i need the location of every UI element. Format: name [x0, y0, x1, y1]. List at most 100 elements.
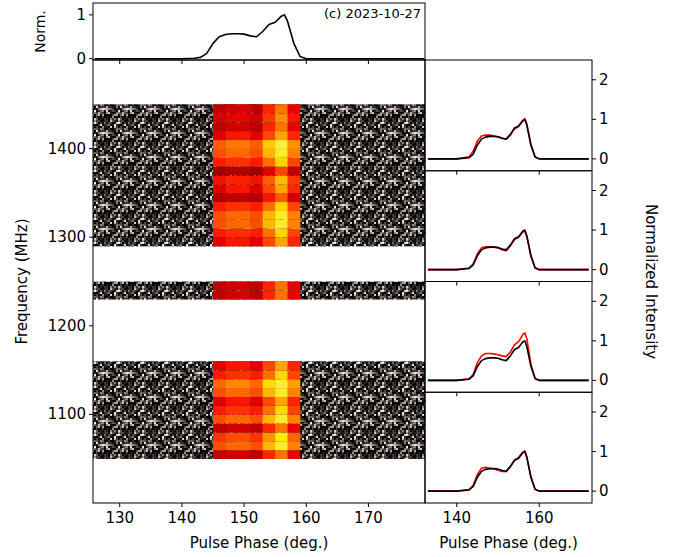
heat-cell	[288, 211, 301, 220]
heat-cell	[238, 228, 251, 237]
x-tick-label: 140	[168, 509, 197, 527]
heat-cell	[275, 406, 288, 415]
panel-0: 01(c) 2023-10-27Norm.	[32, 3, 425, 68]
heat-cell	[225, 379, 238, 388]
heat-cell	[263, 122, 276, 131]
heat-cell	[288, 219, 301, 228]
heat-cell	[238, 388, 251, 397]
heat-cell	[213, 388, 226, 397]
panel-5: 140160012Pulse Phase (deg.)	[425, 392, 609, 552]
heat-cell	[275, 211, 288, 220]
heat-cell	[263, 184, 276, 193]
heat-cell	[288, 193, 301, 202]
heat-cell	[263, 202, 276, 211]
y-tick	[592, 340, 596, 341]
heat-cell	[275, 193, 288, 202]
heat-cell	[263, 113, 276, 122]
x-axis-title: Pulse Phase (deg.)	[439, 534, 578, 552]
heat-cell	[288, 290, 301, 299]
heat-cell	[238, 406, 251, 415]
off-pulse-background	[93, 237, 425, 246]
x-tick	[181, 503, 182, 507]
heat-cell	[213, 290, 226, 299]
heat-cell	[275, 237, 288, 246]
heat-cell	[263, 441, 276, 450]
heat-cell	[263, 370, 276, 379]
heat-cell	[213, 450, 226, 459]
x-tick	[539, 392, 540, 396]
y-tick	[592, 301, 596, 302]
heat-cell	[213, 166, 226, 175]
heat-cell	[263, 379, 276, 388]
heat-cell	[213, 441, 226, 450]
heat-cell	[288, 441, 301, 450]
x-tick	[119, 503, 120, 507]
heat-cell	[288, 361, 301, 370]
heat-cell	[288, 149, 301, 158]
heat-cell	[288, 140, 301, 149]
off-pulse-background	[93, 104, 425, 113]
heat-cell	[275, 228, 288, 237]
profile-line	[95, 15, 425, 59]
x-tick	[456, 503, 457, 507]
heat-cell	[250, 450, 263, 459]
heat-cell	[288, 432, 301, 441]
shared-y-axis-title: Normalized Intensity	[642, 204, 660, 359]
heat-cell	[238, 131, 251, 140]
heat-cell	[275, 219, 288, 228]
y-tick	[89, 237, 93, 238]
heat-cell	[288, 104, 301, 113]
heat-cell	[275, 441, 288, 450]
off-pulse-background	[93, 202, 425, 211]
heat-cell	[275, 202, 288, 211]
heat-cell	[225, 175, 238, 184]
heat-cell	[213, 184, 226, 193]
heat-cell	[275, 282, 288, 291]
heat-cell	[225, 157, 238, 166]
off-pulse-background	[93, 211, 425, 220]
heat-cell	[288, 184, 301, 193]
y-tick	[592, 158, 596, 159]
lines	[428, 333, 589, 380]
heat-cell	[225, 228, 238, 237]
heat-cell	[213, 131, 226, 140]
heat-cell	[238, 104, 251, 113]
x-tick	[368, 503, 369, 507]
heat-cell	[250, 193, 263, 202]
off-pulse-background	[93, 193, 425, 202]
heat-cell	[250, 406, 263, 415]
heat-cell	[263, 211, 276, 220]
heat-cell	[238, 122, 251, 131]
x-tick-label: 140	[442, 509, 471, 527]
heat-cell	[250, 414, 263, 423]
heat-cell	[213, 149, 226, 158]
plot-frame	[425, 392, 592, 503]
heat-cell	[263, 166, 276, 175]
heat-cell	[275, 122, 288, 131]
off-pulse-background	[93, 388, 425, 397]
heat-cell	[250, 432, 263, 441]
heat-cell	[250, 379, 263, 388]
heat-cell	[225, 193, 238, 202]
heat-cell	[275, 423, 288, 432]
y-tick-label: 2	[599, 182, 609, 200]
heat-cell	[238, 397, 251, 406]
heat-cell	[275, 175, 288, 184]
y-tick-label: 1	[599, 332, 609, 350]
heat-cell	[238, 290, 251, 299]
heat-cell	[225, 432, 238, 441]
off-pulse-background	[93, 113, 425, 122]
heat-cell	[250, 370, 263, 379]
heat-cell	[288, 131, 301, 140]
x-tick	[456, 282, 457, 286]
heat-cell	[238, 175, 251, 184]
heat-cell	[263, 140, 276, 149]
heat-cell	[225, 166, 238, 175]
heat-cell	[263, 237, 276, 246]
off-pulse-background	[93, 140, 425, 149]
heat-cell	[288, 166, 301, 175]
heat-cell	[213, 202, 226, 211]
heat-cell	[225, 237, 238, 246]
heat-cell	[238, 219, 251, 228]
heat-cell	[225, 211, 238, 220]
